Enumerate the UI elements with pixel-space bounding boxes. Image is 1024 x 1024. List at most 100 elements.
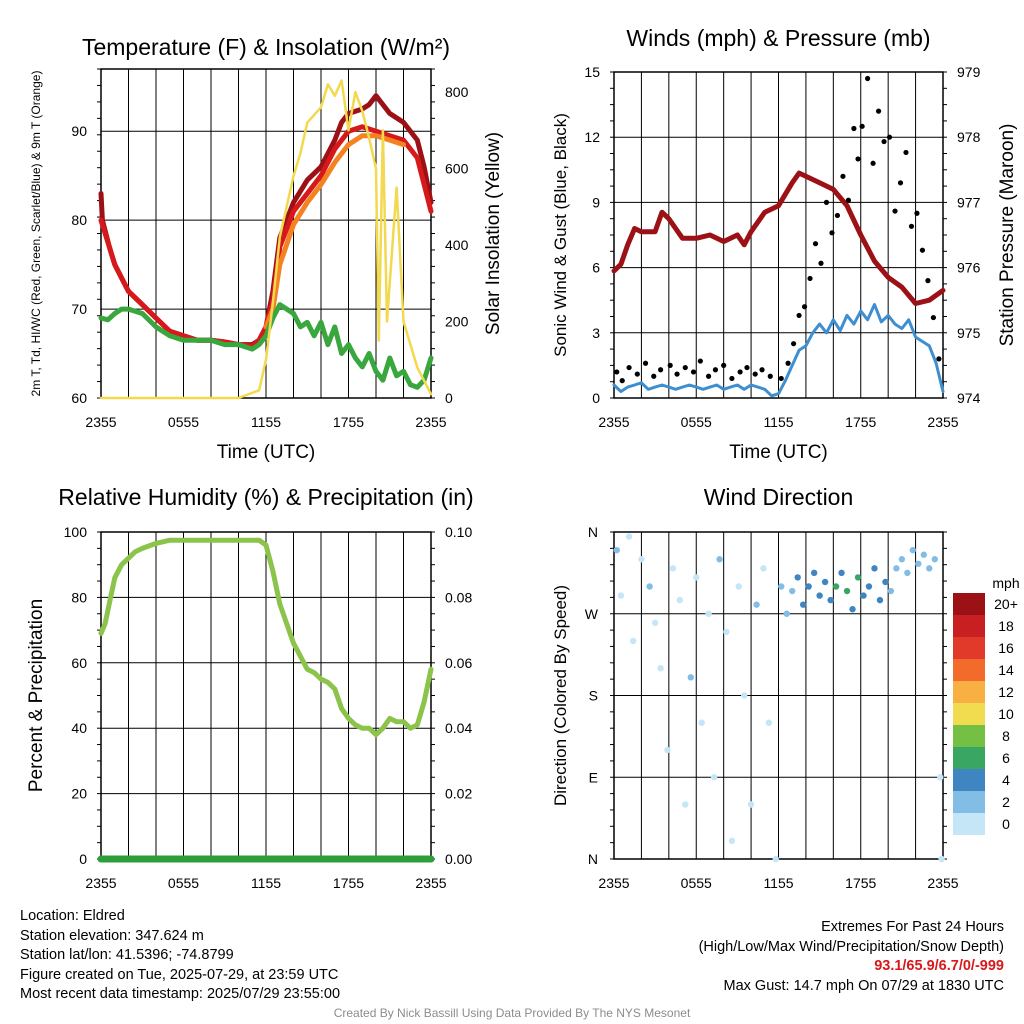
extremes-subtitle: (High/Low/Max Wind/Precipitation/Snow De… [698,938,1004,955]
gust-point [865,75,871,82]
wind-direction-point [629,637,637,645]
chart-panel-3: 0 20 40 60 80 100 2355 0555 1155 1755 2355 Relative… [26,484,474,891]
colorbar-label: 6 [1002,750,1010,766]
elevation-text: Station elevation: 347.624 m [20,927,204,944]
gust-point [785,360,791,366]
wind-direction-point [887,587,895,595]
gust-point [674,371,680,377]
wind-direction-point [772,855,779,863]
x-tick-label: 1155 [251,414,281,430]
wind-direction-point [821,578,829,586]
y-tick-label: 60 [71,655,87,671]
wind-direction-point [741,692,748,699]
colorbar-swatch [953,593,985,615]
gust-point [634,371,640,377]
wind-direction-point [765,719,773,726]
wind-direction-point [938,855,945,863]
gust-point [667,362,673,368]
x-tick-label: 2355 [598,875,629,891]
wind-direction-point [849,606,856,613]
wind-direction-point [926,565,933,572]
location-text: Location: Eldred [20,908,125,924]
gust-point [697,358,703,364]
colorbar-label: 10 [998,706,1014,722]
colorbar-label: 20+ [994,596,1018,612]
y-tick-label: 40 [71,720,87,736]
y-tick-label: 20 [71,786,87,802]
right-y-tick-label: 978 [957,129,981,145]
wind-direction-point [617,592,625,599]
wind-direction-point [904,569,911,577]
right-y-tick-label: 976 [957,260,981,276]
x-axis-label: Time (UTC) [729,442,828,463]
colorbar-swatch [953,769,985,791]
x-tick-label: 2355 [85,414,116,430]
gust-point [778,375,784,382]
wind-direction-point [723,628,730,636]
x-axis-label: Time (UTC) [217,442,316,463]
x-tick-label: 0555 [681,875,712,891]
wind-direction-point [860,592,867,599]
gust-point [919,247,926,253]
recent-data-text: Most recent data timestamp: 2025/07/29 2… [20,986,341,1002]
colorbar-swatch [953,725,985,747]
colorbar-swatch [953,681,985,703]
gust-point [705,373,712,379]
wind-direction-point [657,665,664,672]
wind-direction-point [613,546,620,554]
colorbar-swatch [953,615,985,637]
y-tick-label: 9 [592,194,600,210]
wind-direction-point [735,583,742,590]
extremes-title: Extremes For Past 24 Hours [821,919,1004,935]
temperature-series-line [98,302,434,390]
wind-direction-point [789,587,796,595]
x-tick-label: 1755 [845,875,876,891]
wind-direction-point [710,774,718,781]
chart-title: Temperature (F) & Insolation (W/m²) [82,34,450,60]
chart-panel-2: 0 3 6 9 12 15 2355 0555 1155 1755 2355 Winds (mph) … [551,25,1018,463]
y-tick-label: 70 [71,301,87,317]
colorbar-label: 4 [1002,772,1010,788]
gust-point [936,356,942,362]
wind-direction-point [728,837,736,845]
y-tick-label: 80 [71,212,87,228]
wind-direction-point [920,551,928,558]
pressure-line [611,170,946,306]
plot-frame [613,71,944,399]
wind-direction-point [838,569,845,577]
wind-direction-point [753,601,760,608]
right-y-tick-label: 0.06 [445,655,472,671]
wind-direction-point [915,560,922,567]
temperature-series-line [99,79,433,400]
wind-direction-point [669,565,677,572]
gust-point [712,367,719,373]
y-tick-label: 3 [592,325,600,341]
wind-direction-point [698,719,705,726]
credit-text: Created By Nick Bassill Using Data Provi… [333,1006,691,1020]
right-y-tick-label: 974 [957,390,981,406]
wind-line [612,303,945,398]
latlon-text: Station lat/lon: 41.5396; -74.8799 [20,947,234,963]
wind-direction-point [760,565,767,572]
temperature-series-line [263,133,406,330]
right-axis-label: Solar Insolation (Yellow) [483,132,504,335]
gust-point [870,160,876,166]
wind-direction-point [687,674,694,681]
right-axis-label: Station Pressure (Maroon) [997,124,1018,347]
humidity-line [98,537,434,738]
y-tick-label: N [588,524,598,540]
max-gust-text: Max Gust: 14.7 mph On 07/29 at 1830 UTC [723,977,1004,994]
left-axis-label: Direction (Colored By Speed) [551,585,570,806]
wind-direction-point [871,565,878,572]
chart-title: Wind Direction [704,484,854,510]
wind-direction-point [810,569,818,577]
right-y-tick-label: 0.10 [445,524,472,540]
x-tick-label: 2355 [415,875,446,891]
gust-point [737,369,743,375]
y-tick-label: E [589,769,598,785]
colorbar-label: 12 [998,684,1014,700]
wind-direction-point [882,578,889,586]
x-tick-label: 2355 [598,414,629,430]
wind-direction-point [693,574,700,581]
